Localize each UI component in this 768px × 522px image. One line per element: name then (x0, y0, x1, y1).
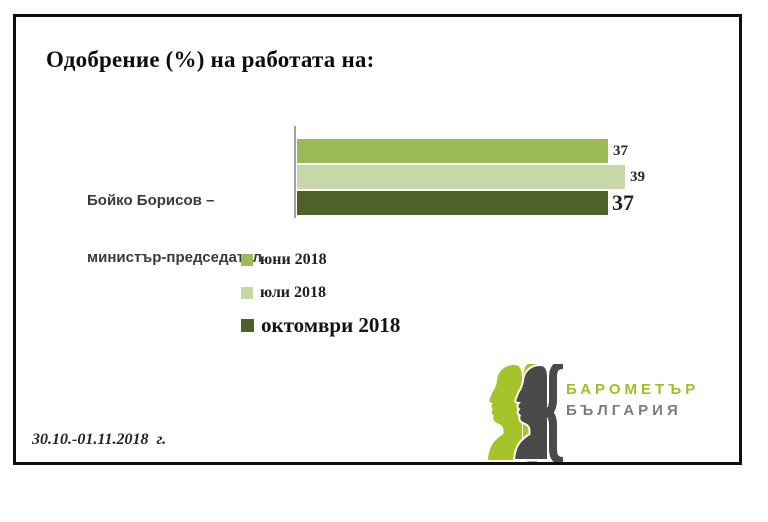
logo-text-barometer: БАРОМЕТЪР (566, 381, 700, 398)
legend-swatch-june-2018 (241, 254, 253, 266)
category-label-line-2: министър-председател (87, 249, 263, 266)
logo-text-bulgaria: БЪЛГАРИЯ (566, 402, 682, 419)
logo-faces-icon (488, 364, 564, 462)
bar-row-june-2018: 37 (297, 139, 628, 163)
legend-item-october-2018: октомври 2018 (241, 313, 400, 338)
approval-bar-june-2018 (297, 139, 608, 163)
axis-baseline (294, 126, 296, 218)
value-label-july-2018: 39 (630, 168, 645, 185)
bar-row-july-2018: 39 (297, 165, 645, 189)
category-label-line-1: Бойко Борисов – (87, 192, 215, 209)
legend-swatch-october-2018 (241, 319, 254, 332)
legend-item-june-2018: юни 2018 (241, 251, 327, 269)
value-label-october-2018: 37 (612, 190, 634, 215)
approval-bar-october-2018 (297, 191, 608, 215)
value-label-june-2018: 37 (613, 142, 628, 159)
legend-item-july-2018: юли 2018 (241, 284, 326, 302)
legend-swatch-july-2018 (241, 287, 253, 299)
survey-date: 30.10.-01.11.2018 г. (32, 431, 167, 448)
legend-label-july-2018: юли 2018 (260, 284, 327, 301)
legend-label-june-2018: юни 2018 (260, 251, 327, 268)
bar-row-october-2018: 37 (297, 190, 634, 215)
approval-bar-july-2018 (297, 165, 625, 189)
chart-title: Одобрение (%) на работата на: (46, 47, 375, 72)
legend-label-october-2018: октомври 2018 (261, 313, 401, 337)
barometer-bulgaria-logo: БАРОМЕТЪР БЪЛГАРИЯ (486, 362, 746, 462)
category-label: Бойко Борисов – министър-председател (87, 153, 262, 305)
slide-frame (13, 14, 742, 465)
